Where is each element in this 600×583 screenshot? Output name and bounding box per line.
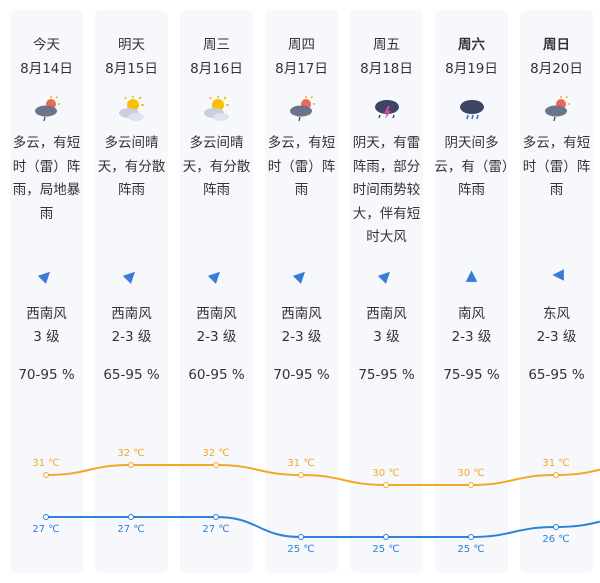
wind-level: 2-3 级: [536, 329, 577, 345]
wind-level: 2-3 级: [196, 329, 237, 345]
low-line: [46, 515, 600, 539]
wind-direction: 西南风: [366, 306, 407, 322]
weather-description: 阴天间多云，有（雷）阵雨: [434, 135, 509, 198]
high-point: [43, 472, 49, 478]
low-point: [43, 514, 49, 520]
high-temp-label: 32 ℃: [117, 448, 144, 459]
day-date: 8月14日: [20, 61, 73, 77]
low-point: [128, 514, 134, 520]
wind-direction: 西南风: [196, 306, 237, 322]
weather-description: 多云，有短时（雷）阵雨: [522, 135, 591, 198]
low-point: [468, 534, 474, 540]
low-temp-label: 25 ℃: [287, 544, 314, 555]
low-temp-label: 27 ℃: [117, 524, 144, 535]
low-temp-label: 27 ℃: [32, 524, 59, 535]
high-point: [128, 462, 134, 468]
humidity: 75-95 %: [358, 367, 415, 383]
high-temp-label: 31 ℃: [542, 458, 569, 469]
cloud-thunder-rain-sun-icon: [542, 95, 572, 123]
high-point: [298, 472, 304, 478]
day-label: 周五: [373, 37, 400, 53]
weather-description: 多云间晴天，有分散阵雨: [182, 135, 251, 198]
day-date: 8月16日: [190, 61, 243, 77]
wind-level: 3 级: [373, 329, 400, 345]
humidity: 70-95 %: [273, 367, 330, 383]
low-temp-label: 26 ℃: [542, 534, 569, 545]
high-point: [553, 472, 559, 478]
day-label: 周四: [288, 37, 315, 53]
wind-direction: 南风: [458, 306, 485, 322]
low-temp-label: 25 ℃: [372, 544, 399, 555]
thunderstorm-icon: [372, 95, 402, 123]
weather-description: 多云间晴天，有分散阵雨: [97, 135, 166, 198]
day-date: 8月19日: [445, 61, 498, 77]
day-date: 8月17日: [275, 61, 328, 77]
cloud-rain-icon: [457, 95, 487, 123]
day-label: 今天: [33, 37, 60, 53]
partly-sunny-icon: [202, 95, 232, 123]
day-date: 8月18日: [360, 61, 413, 77]
day-date: 8月20日: [530, 61, 583, 77]
low-temp-label: 25 ℃: [457, 544, 484, 555]
weather-description: 多云，有短时（雷）阵雨: [267, 135, 336, 198]
weather-description: 阴天，有雷阵雨，部分时间雨势较大，伴有短时大风: [352, 135, 421, 245]
high-point: [383, 482, 389, 488]
partly-sunny-icon: [117, 95, 147, 123]
wind-direction: 西南风: [281, 306, 322, 322]
low-point: [383, 534, 389, 540]
low-point: [213, 514, 219, 520]
wind-direction-arrow-icon: ▲: [465, 266, 478, 284]
wind-level: 2-3 级: [451, 329, 492, 345]
humidity: 70-95 %: [18, 367, 75, 383]
high-temp-label: 30 ℃: [372, 468, 399, 479]
low-temp-label: 27 ℃: [202, 524, 229, 535]
cloud-thunder-rain-sun-icon: [32, 95, 62, 123]
low-point: [553, 524, 559, 530]
day-label: 周三: [203, 37, 230, 53]
weather-description: 多云，有短时（雷）阵雨，局地暴雨: [12, 135, 81, 222]
high-temp-label: 32 ℃: [202, 448, 229, 459]
high-point: [468, 482, 474, 488]
humidity: 65-95 %: [528, 367, 585, 383]
wind-level: 3 级: [33, 329, 60, 345]
wind-direction: 西南风: [111, 306, 152, 322]
high-point: [213, 462, 219, 468]
high-line: [45, 463, 600, 487]
day-label: 明天: [118, 37, 145, 53]
wind-direction: 西南风: [26, 306, 67, 322]
cloud-thunder-rain-sun-icon: [287, 95, 317, 123]
humidity: 60-95 %: [188, 367, 245, 383]
humidity: 65-95 %: [103, 367, 160, 383]
high-temp-label: 31 ℃: [287, 458, 314, 469]
wind-level: 2-3 级: [281, 329, 322, 345]
day-label: 周六: [458, 37, 485, 53]
low-point: [298, 534, 304, 540]
humidity: 75-95 %: [443, 367, 500, 383]
high-temp-label: 31 ℃: [32, 458, 59, 469]
day-label: 周日: [543, 37, 570, 53]
high-temp-label: 30 ℃: [457, 468, 484, 479]
wind-level: 2-3 级: [111, 329, 152, 345]
day-date: 8月15日: [105, 61, 158, 77]
wind-direction: 东风: [543, 306, 570, 322]
